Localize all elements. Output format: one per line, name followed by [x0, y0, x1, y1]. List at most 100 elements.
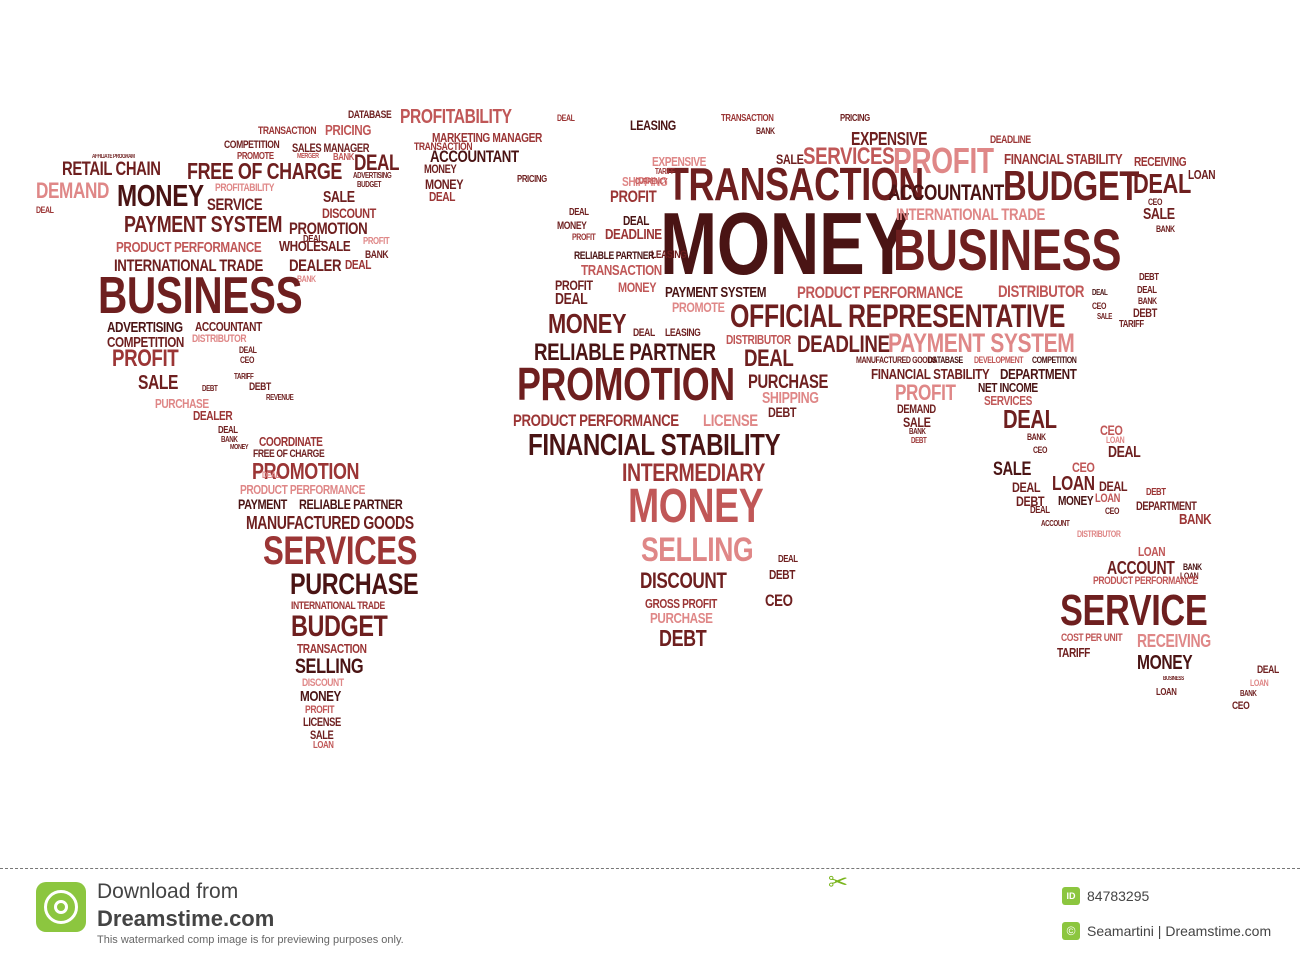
word-cloud-term: BANK — [1240, 689, 1257, 698]
word-cloud-term: PROFIT — [572, 232, 596, 242]
word-cloud-term: DEAL — [557, 113, 575, 123]
word-cloud-term: SALE — [138, 372, 179, 394]
copyright-icon: © — [1062, 922, 1080, 940]
word-cloud-term: DEAL — [1133, 168, 1191, 199]
word-cloud-term: TRANSACTION — [297, 641, 367, 656]
word-cloud-term: FINANCIAL STABILITY — [871, 366, 990, 383]
word-cloud-term: SERVICES — [263, 529, 418, 573]
word-cloud-term: RECEIVING — [1134, 154, 1187, 169]
word-cloud-term: PRICING — [325, 122, 372, 139]
word-cloud-term: DEAL — [429, 189, 456, 204]
word-cloud-term: CURRENCY — [635, 177, 668, 186]
word-cloud-term: SELLING — [295, 655, 364, 678]
word-cloud-term: SHIPPING — [622, 174, 668, 189]
word-cloud-term: MONEY — [117, 178, 204, 213]
word-cloud-term: BANK — [1027, 432, 1046, 442]
site-name-link[interactable]: Dreamstime.com — [97, 906, 275, 931]
word-cloud-term: DEAL — [1257, 664, 1279, 676]
word-cloud-term: RECEIVING — [1137, 631, 1211, 651]
word-cloud-term: LOAN — [1156, 687, 1177, 698]
word-cloud-term: DISTRIBUTOR — [1077, 529, 1121, 539]
word-cloud-term: TARIFF — [1119, 319, 1144, 330]
word-cloud-term: RELIABLE PARTNER — [299, 496, 403, 512]
word-cloud-term: LOAN — [1095, 491, 1120, 505]
word-cloud-term: MONEY — [618, 279, 657, 295]
word-cloud-term: FINANCIAL STABILITY — [1004, 151, 1123, 168]
word-cloud-term: ACCOUNT — [1041, 519, 1070, 528]
word-cloud-term: SERVICES — [803, 143, 895, 170]
dreamstime-logo-icon[interactable] — [36, 882, 86, 932]
word-cloud-term: COMPETITION — [1032, 355, 1077, 365]
word-cloud-term: DEBT — [911, 436, 927, 445]
word-cloud-term: FREE OF CHARGE — [253, 448, 325, 460]
word-cloud-term: DEMAND — [36, 178, 109, 203]
word-cloud-term: BUDGET — [291, 610, 388, 643]
word-cloud-term: SALE — [323, 189, 355, 206]
word-cloud-term: PURCHASE — [650, 610, 713, 627]
word-cloud-term: PROMOTION — [517, 358, 735, 410]
word-cloud-term: BUDGET — [357, 180, 382, 189]
word-cloud-term: MONEY — [557, 220, 587, 232]
word-cloud-term: TRANSACTION — [258, 125, 317, 137]
word-cloud-term: MONEY — [424, 162, 457, 176]
word-cloud-term: LOAN — [1138, 544, 1166, 559]
word-cloud-term: PROMOTE — [672, 299, 725, 315]
watermark-notice: This watermarked comp image is for previ… — [97, 934, 404, 946]
word-cloud-term: DEAL — [1092, 288, 1108, 297]
word-cloud-term: DEBT — [659, 625, 707, 651]
word-cloud-term: LEASING — [665, 327, 701, 339]
author-credit: Seamartini | Dreamstime.com — [1087, 923, 1272, 939]
world-map-word-cloud: MONEY BUSINESS TRANSACTION BUDGET PROFIT SERV… — [36, 106, 1279, 751]
word-cloud-term: DEPARTMENT — [1136, 499, 1197, 513]
word-cloud-term: BANK — [1183, 562, 1202, 572]
word-cloud-term: LICENSE — [303, 715, 341, 729]
word-cloud-term: PRICING — [517, 174, 547, 185]
word-cloud-term: DISCOUNT — [640, 568, 727, 593]
word-cloud-term: DEAL — [218, 425, 238, 436]
word-cloud-term: LOAN — [1188, 167, 1216, 182]
word-cloud-term: TARIFF — [234, 372, 254, 381]
word-cloud-term: COMPETITION — [107, 334, 184, 351]
word-cloud-term: DISTRIBUTOR — [192, 333, 247, 345]
word-cloud-term: MONEY — [425, 176, 464, 192]
word-cloud-term: ACCOUNTANT — [430, 147, 519, 166]
word-cloud-term: EXPENSIVE — [851, 129, 928, 149]
word-cloud-term: DEAL — [1003, 404, 1057, 434]
word-cloud-term: TRANSACTION — [667, 158, 924, 210]
word-cloud-term: SERVICE — [1060, 586, 1208, 635]
word-cloud-term: MONEY — [628, 480, 764, 533]
word-cloud-term: LOAN — [1106, 435, 1125, 445]
word-cloud-term: RETAIL CHAIN — [62, 159, 161, 180]
word-cloud-term: DEAL — [239, 345, 257, 355]
word-cloud-term: DEBT — [202, 384, 218, 393]
word-cloud-term: TARIFF — [655, 167, 675, 176]
word-cloud-term: INTERNATIONAL TRADE — [291, 600, 385, 612]
word-cloud-term: MONEY — [230, 444, 249, 451]
cut-line-divider — [0, 868, 1300, 869]
word-cloud-term: PROFIT — [363, 236, 390, 247]
word-cloud-term: PROFITABILITY — [215, 182, 275, 194]
word-cloud-term: BUSINESS — [98, 267, 303, 325]
word-cloud-term: BANK — [1156, 224, 1175, 234]
id-badge-icon: ID — [1062, 887, 1080, 905]
word-cloud-term: BANK — [221, 435, 238, 444]
word-cloud-term: CEO — [1100, 422, 1123, 438]
word-cloud-term: DEAL — [744, 345, 794, 372]
word-cloud-term: DEAL — [345, 257, 372, 272]
word-cloud-term: LOAN — [313, 740, 334, 751]
word-cloud-term: BANK — [1138, 296, 1157, 306]
word-cloud-term: PROFITABILITY — [400, 106, 512, 128]
word-cloud-term: PROMOTION — [289, 219, 368, 238]
word-cloud-term: DEAL — [1030, 505, 1050, 516]
word-cloud-term: DEBT — [1133, 306, 1157, 320]
word-cloud-term: PAYMENT — [238, 496, 287, 512]
word-cloud-term: SALE — [993, 459, 1031, 480]
word-cloud-term: DEAL — [303, 234, 323, 245]
word-cloud-term: DISTRIBUTOR — [998, 282, 1085, 301]
word-cloud-term: SALE — [310, 728, 334, 742]
word-cloud-term: SERVICES — [984, 393, 1032, 408]
word-cloud-term: DEBT — [1146, 487, 1166, 498]
word-cloud-term: DATABASE — [928, 355, 963, 365]
word-cloud-term: PURCHASE — [748, 372, 829, 393]
word-cloud-term: RELIABLE PARTNER — [534, 339, 716, 366]
